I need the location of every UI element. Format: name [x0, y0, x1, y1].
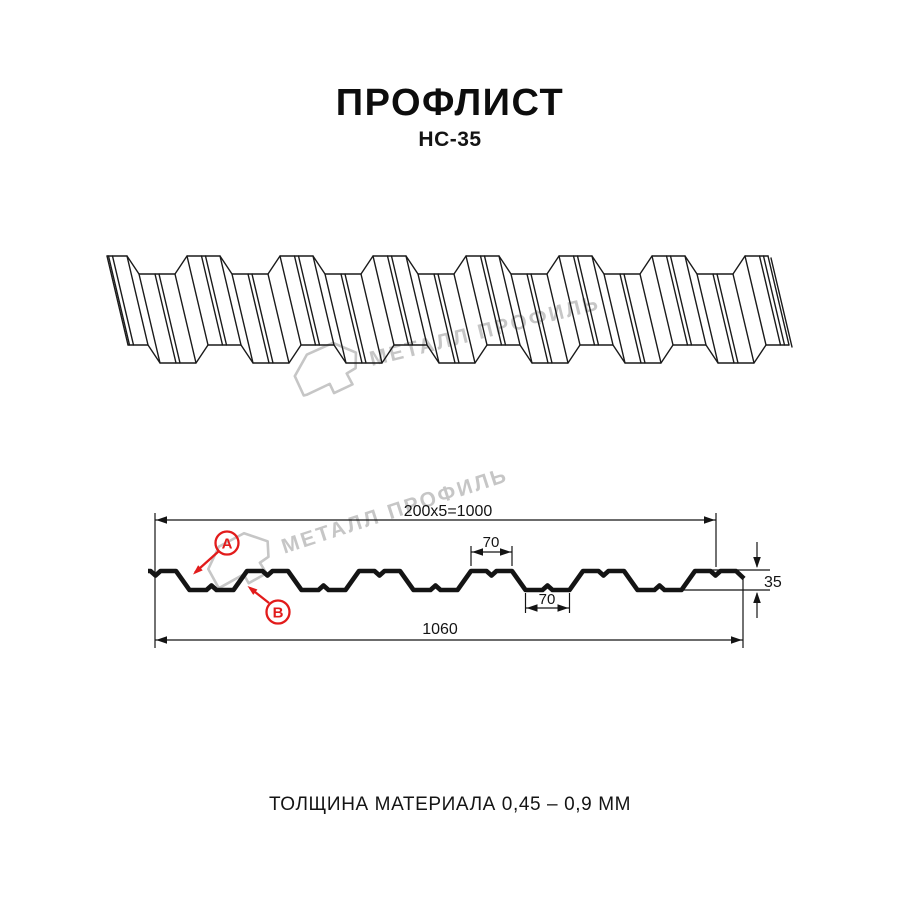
dim-total-width-label: 1060 [422, 621, 458, 638]
dim-rib-bottom-width-label: 70 [539, 591, 556, 608]
dim-top-width-label: 200x5=1000 [404, 503, 493, 520]
dim-profile-height-label: 35 [764, 574, 782, 591]
footer-note: ТОЛЩИНА МАТЕРИАЛА 0,45 – 0,9 ММ [268, 794, 632, 815]
callout-a-label: A [222, 536, 233, 553]
dim-rib-top-width-label: 70 [483, 534, 500, 551]
page-title: ПРОФЛИСТ [335, 82, 565, 124]
dimension-lines [154, 513, 770, 648]
product-code: НС-35 [418, 128, 482, 151]
cross-section-diagram [148, 568, 746, 593]
sheet-3d-perspective-drawing [106, 255, 793, 364]
callout-b-label: B [273, 605, 284, 622]
callout-marks [193, 530, 291, 625]
